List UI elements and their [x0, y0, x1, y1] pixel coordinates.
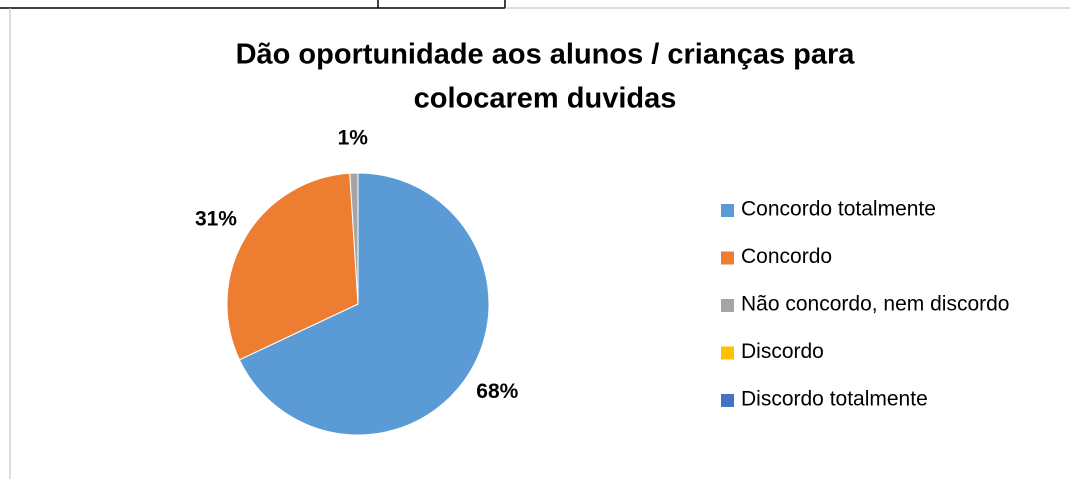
- legend-swatch: [721, 346, 734, 360]
- legend-label: Concordo totalmente: [741, 198, 936, 221]
- data-label: 31%: [195, 208, 237, 231]
- legend-label: Concordo: [741, 245, 832, 268]
- chart-title: colocarem duvidas: [414, 83, 677, 115]
- legend-swatch: [721, 394, 734, 407]
- legend-label: Não concordo, nem discordo: [741, 293, 1009, 316]
- legend-swatch: [721, 204, 734, 217]
- data-label: 1%: [338, 127, 369, 150]
- legend-swatch: [721, 251, 734, 265]
- legend-swatch: [721, 299, 734, 312]
- data-label: 68%: [476, 380, 518, 403]
- pie-slice: [226, 172, 359, 361]
- pie-slice: [238, 172, 490, 436]
- legend-label: Discordo: [741, 340, 824, 363]
- legend-label: Discordo totalmente: [741, 388, 928, 411]
- chart-title: Dão oportunidade aos alunos / crianças p…: [236, 39, 856, 71]
- pie-slice: [349, 172, 359, 305]
